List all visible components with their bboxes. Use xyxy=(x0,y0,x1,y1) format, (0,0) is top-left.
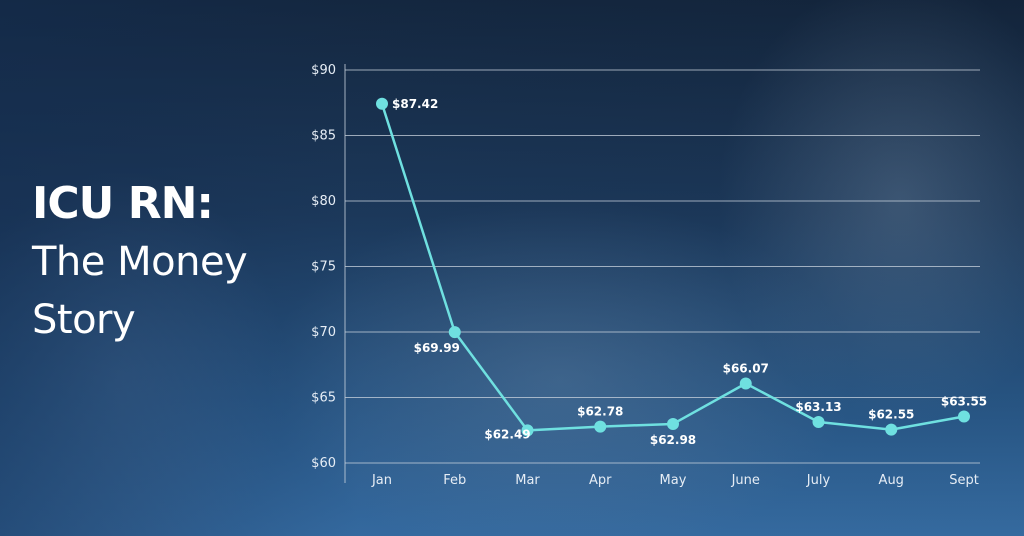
y-tick-label: $60 xyxy=(311,456,336,471)
chart-series: $87.42 $69.99 $62.49 $62.78 $62.98 $66.07 $63.… xyxy=(376,97,987,447)
data-point xyxy=(958,410,970,423)
data-point xyxy=(448,326,461,339)
data-label: $69.99 xyxy=(414,341,460,355)
data-point xyxy=(521,424,534,437)
x-tick-label: Jan xyxy=(371,473,392,488)
y-tick-label: $75 xyxy=(311,260,336,275)
x-tick-label: Mar xyxy=(515,473,540,488)
headline-line-3: Story xyxy=(32,297,136,343)
y-tick-label: $85 xyxy=(311,129,336,144)
data-point xyxy=(667,417,679,430)
x-tick-label: Aug xyxy=(879,473,904,488)
data-label: $63.13 xyxy=(795,400,841,414)
series-line xyxy=(380,103,965,432)
data-label: $62.98 xyxy=(650,433,696,447)
x-tick-label: June xyxy=(731,473,760,488)
data-label: $66.07 xyxy=(723,361,769,375)
x-tick-label: May xyxy=(660,473,687,488)
data-label: $62.78 xyxy=(577,405,623,419)
y-tick-label: $65 xyxy=(311,391,336,406)
x-tick-label: Sept xyxy=(949,473,979,488)
data-point xyxy=(739,377,752,390)
x-tick-label: Feb xyxy=(443,473,466,488)
headline-line-1: ICU RN: xyxy=(32,178,214,229)
data-point xyxy=(885,423,898,436)
y-tick-label: $80 xyxy=(311,194,336,209)
x-axis: Jan Feb Mar Apr May June July Aug Sept xyxy=(371,473,979,488)
chart-grid xyxy=(345,69,980,464)
headline: ICU RN: The Money Story xyxy=(32,175,248,349)
data-label: $87.42 xyxy=(392,97,438,111)
y-axis: $60 $65 $70 $75 $80 $85 $90 xyxy=(311,63,346,483)
data-point xyxy=(812,415,825,428)
data-point xyxy=(594,420,607,433)
data-point xyxy=(376,97,388,110)
data-label: $62.55 xyxy=(868,408,914,422)
data-label: $63.55 xyxy=(941,394,987,408)
x-tick-label: Apr xyxy=(589,473,612,488)
y-tick-label: $90 xyxy=(311,63,336,78)
y-tick-label: $70 xyxy=(311,325,336,340)
headline-line-2: The Money xyxy=(32,239,248,285)
data-label: $62.49 xyxy=(484,427,530,441)
x-tick-label: July xyxy=(806,473,831,488)
